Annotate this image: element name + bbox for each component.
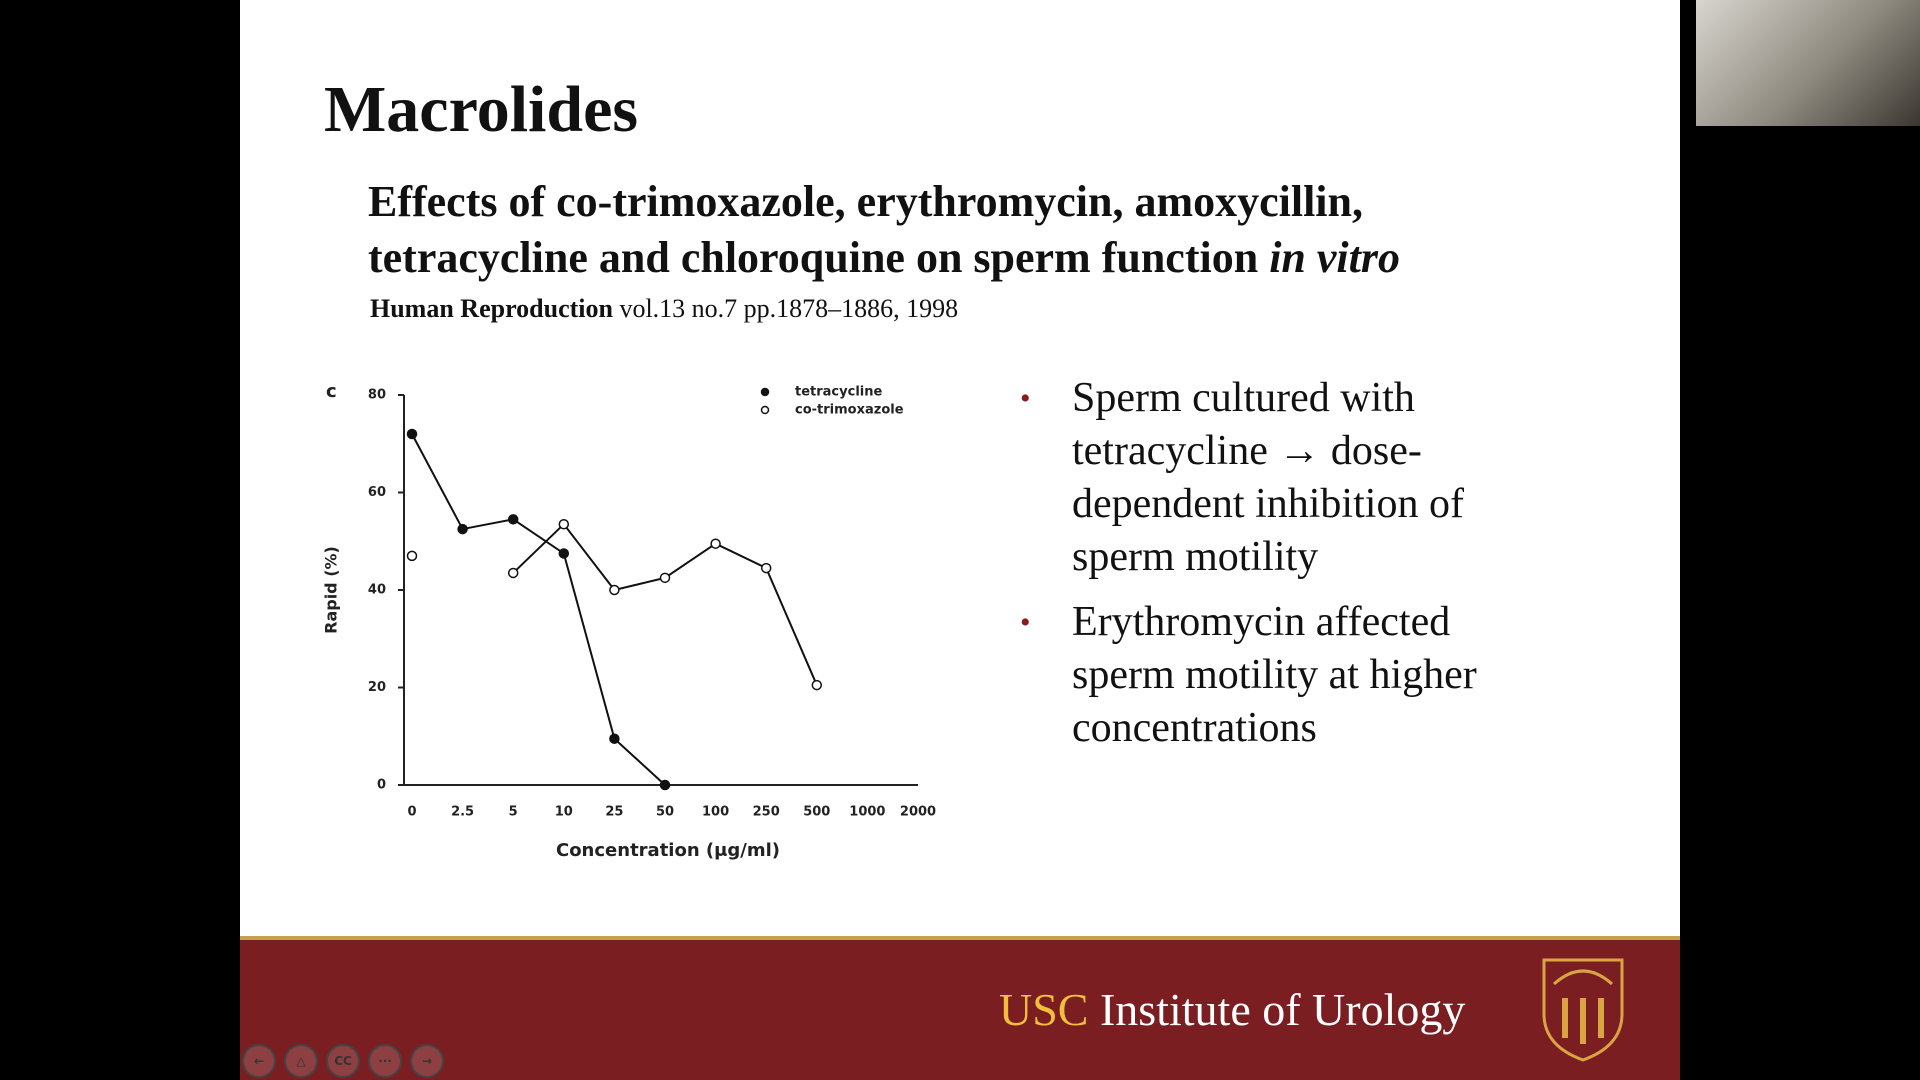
y-tick-label: 20 [368,680,386,695]
usc-seal [1542,958,1624,1062]
x-tick-label: 1000 [849,805,885,820]
next-button[interactable]: → [410,1044,444,1078]
x-tick-label: 5 [509,805,518,820]
previous-button[interactable]: ← [242,1044,276,1078]
x-tick-label: 2.5 [451,805,474,820]
x-axis-label: Concentration (μg/ml) [556,840,780,861]
paper-title-italic: in vitro [1269,233,1400,282]
paper-title: Effects of co-trimoxazole, erythromycin,… [368,177,1364,226]
more-button[interactable]: ··· [368,1044,402,1078]
x-tick-label: 2000 [900,805,936,820]
player-controls: ← △ CC ··· → [242,1044,452,1078]
captions-button[interactable]: CC [326,1044,360,1078]
data-point [457,523,468,535]
legend-marker [760,405,770,415]
legend-label: co-trimoxazole [795,403,904,418]
journal-name: Human Reproduction [370,294,613,323]
footer: USC Institute of Urology [240,936,1680,1080]
data-point [811,679,823,691]
data-point [558,548,570,559]
data-point [760,562,772,574]
bullet-text: Erythromycin affected sperm motility at … [1072,599,1477,751]
data-point [507,514,519,525]
y-tick-label: 40 [368,583,386,598]
bullet-list: • Sperm cultured with tetracycline → dose… [1020,372,1540,767]
data-point [406,428,418,440]
y-axis-label: Rapid (%) [322,546,341,634]
brand-usc: USC [999,984,1089,1035]
y-tick-label: 60 [368,485,386,500]
data-point [659,572,671,584]
y-tick-label: 80 [368,388,386,403]
webcam-video [1696,0,1920,126]
brand-text: Institute of Urology [1099,984,1466,1035]
data-point [710,538,721,549]
citation: vol.13 no.7 pp.1878–1886, 1998 [619,294,959,323]
slide: Macrolides Effects of co-trimoxazole, er… [240,0,1680,1080]
x-tick-label: 50 [656,805,674,820]
series-line [512,522,818,686]
x-tick-label: 100 [702,805,729,820]
x-tick-label: 10 [555,805,573,820]
bullet: • Erythromycin affected sperm motility at… [1020,599,1477,751]
x-tick-label: 250 [753,805,780,820]
chart: 0 20 40 60 80 0 2.5 5 10 25 50 100 250 500 1000 2000 c Co… [322,381,937,861]
paper-title: tetracycline and chloroquine on sperm fu… [368,232,1400,283]
x-tick-label: 500 [803,805,830,820]
legend-marker [760,387,770,397]
x-tick-label: 0 [407,805,416,820]
x-tick-label: 25 [605,805,623,820]
data-point [558,518,570,530]
legend-label: tetracycline [795,385,882,400]
data-point [659,779,671,791]
journal-citation: Human Reproduction vol.13 no.7 pp.1878–1… [370,294,958,324]
bullet: • Sperm cultured with tetracycline → dose… [1020,375,1464,580]
data-point [609,584,620,596]
slide-title: Macrolides [324,73,639,146]
footer-brand: USC Institute of Urology [999,983,1465,1036]
data-point [406,550,418,562]
y-tick-label: 0 [377,778,386,793]
data-point [507,567,519,579]
paper-title-text: tetracycline and chloroquine on sperm fu… [368,233,1259,282]
panel-label: c [326,381,337,402]
series-line [411,433,666,786]
data-point [609,733,620,744]
bullet-text: Sperm cultured with tetracycline → dose-… [1072,375,1464,580]
pointer-button[interactable]: △ [284,1044,318,1078]
